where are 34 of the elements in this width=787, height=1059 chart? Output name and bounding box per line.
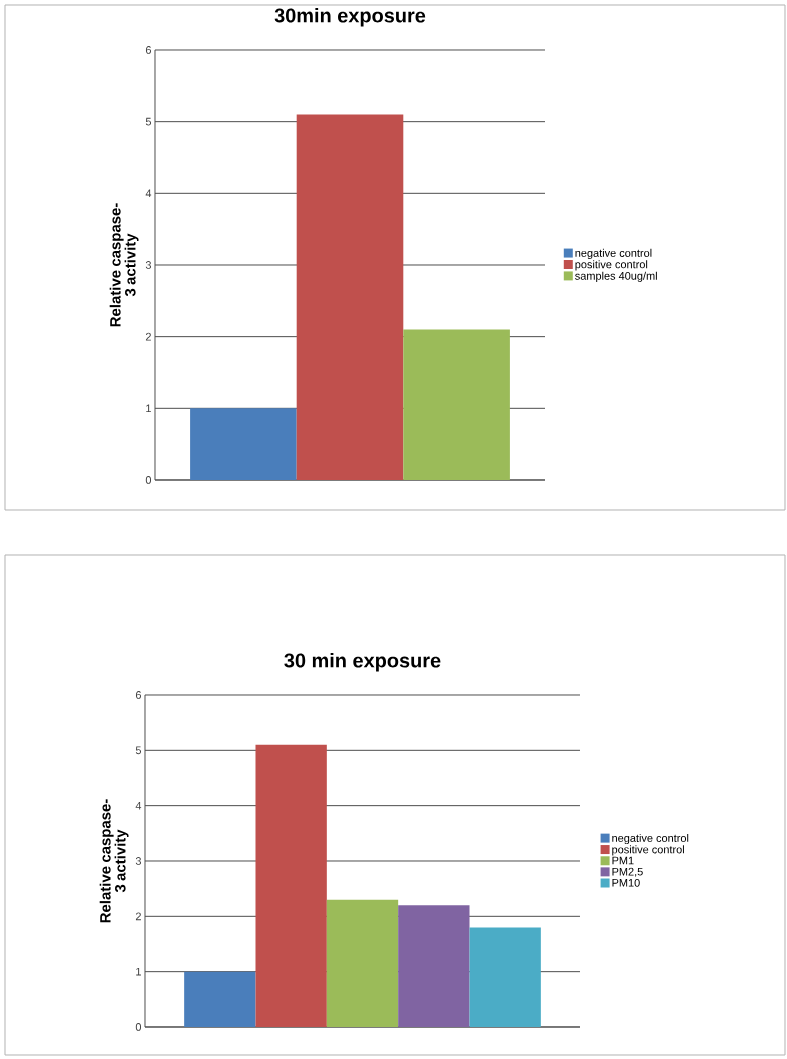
y-tick-label: 2 — [135, 912, 141, 921]
chart-title: 30min exposure — [274, 7, 426, 27]
y-tick-label: 1 — [136, 967, 141, 976]
y-tick-label: 4 — [145, 189, 152, 198]
y-tick-label: 3 — [145, 261, 151, 269]
legend-label: negative control — [575, 248, 652, 260]
y-tick-label: 6 — [135, 691, 141, 699]
y-tick-label: 5 — [145, 117, 152, 126]
y-tick-label: 0 — [145, 476, 152, 484]
bar — [255, 744, 327, 1027]
y-tick-label: 4 — [135, 801, 142, 810]
y-axis-title: Relative caspase-3 activity — [109, 203, 139, 327]
bar — [403, 329, 510, 480]
y-tick-label: 5 — [135, 746, 142, 755]
legend-label: PM2,5 — [612, 867, 643, 877]
y-tick-label: 6 — [145, 46, 151, 54]
y-tick-label: 3 — [135, 857, 141, 865]
bar — [184, 971, 256, 1027]
legend-label: positive control — [612, 845, 684, 856]
y-tick-label: 2 — [145, 332, 151, 341]
bar — [190, 408, 297, 480]
legend-label: PM1 — [612, 856, 634, 865]
legend-label: PM10 — [612, 878, 640, 887]
legend-label: positive control — [575, 260, 648, 271]
bar — [469, 927, 541, 1027]
bar — [398, 905, 470, 1027]
legend-label: negative control — [612, 833, 689, 845]
bar — [326, 899, 399, 1027]
y-tick-label: 1 — [146, 404, 151, 413]
y-tick-label: 0 — [135, 1023, 142, 1031]
chart-title: 30 min exposure — [284, 652, 441, 672]
bar — [296, 114, 404, 480]
y-axis-title: Relative caspase-3 activity — [99, 799, 129, 923]
legend-label: samples 40ug/ml — [575, 271, 657, 282]
